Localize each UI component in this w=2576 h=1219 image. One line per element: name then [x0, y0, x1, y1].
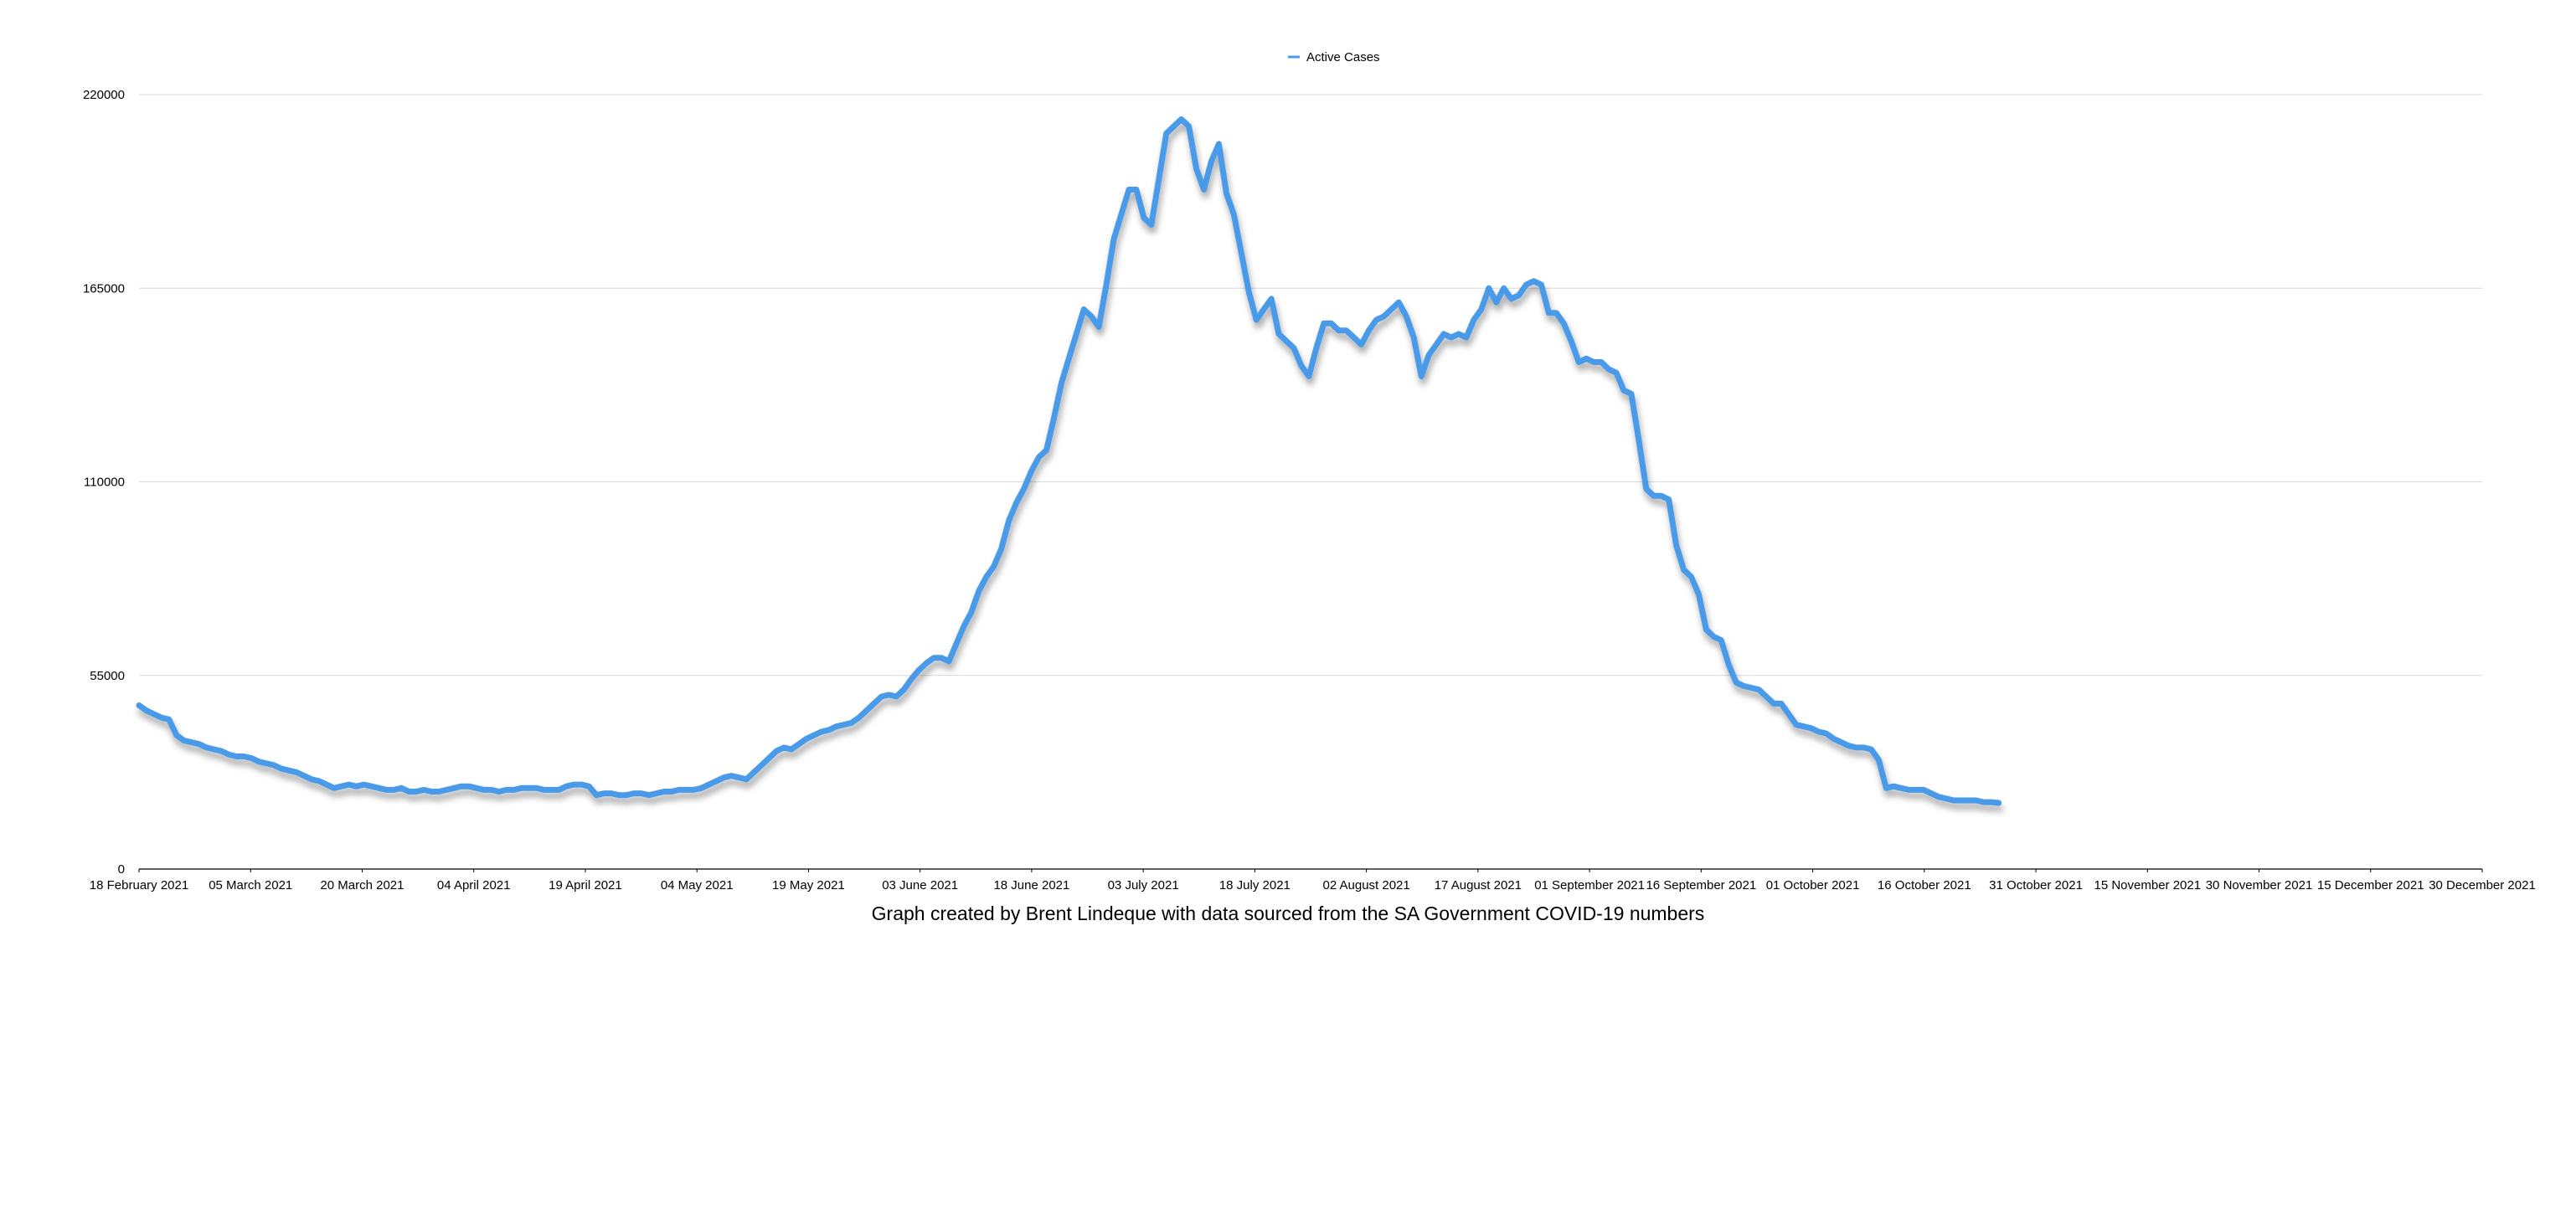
y-tick-label: 55000	[90, 669, 125, 683]
y-tick-label: 110000	[84, 476, 125, 490]
x-tick-label: 03 July 2021	[1108, 878, 1179, 892]
y-tick-label: 165000	[83, 281, 125, 296]
x-tick-label: 15 December 2021	[2317, 878, 2424, 892]
x-tick-label: 18 February 2021	[90, 878, 188, 892]
x-tick-label: 16 September 2021	[1646, 878, 1756, 892]
x-tick-label: 30 December 2021	[2429, 878, 2536, 892]
x-tick-label: 02 August 2021	[1322, 878, 1409, 892]
x-tick-label: 19 May 2021	[772, 878, 845, 892]
x-axis-tick-labels: 18 February 2021 05 March 2021 20 March 20…	[90, 869, 2536, 892]
series-line-active-cases	[136, 116, 2002, 806]
x-tick-label: 04 May 2021	[661, 878, 734, 892]
x-tick-label: 04 April 2021	[437, 878, 511, 892]
chart-legend: Active Cases	[1288, 50, 1380, 64]
x-tick-label: 30 November 2021	[2206, 878, 2313, 892]
x-tick-label: 20 March 2021	[320, 878, 404, 892]
x-tick-label: 03 June 2021	[882, 878, 958, 892]
chart-caption: Graph created by Brent Lindeque with dat…	[871, 903, 1705, 924]
x-tick-label: 17 August 2021	[1435, 878, 1522, 892]
x-tick-label: 01 October 2021	[1766, 878, 1860, 892]
x-tick-label: 19 April 2021	[549, 878, 622, 892]
x-tick-label: 01 September 2021	[1534, 878, 1645, 892]
y-axis-tick-labels: 0 55000 110000 165000 220000	[83, 88, 125, 877]
x-tick-label: 18 June 2021	[993, 878, 1069, 892]
y-gridlines	[139, 94, 2482, 676]
legend-label-active-cases: Active Cases	[1306, 50, 1380, 64]
x-tick-label: 31 October 2021	[1989, 878, 2083, 892]
x-tick-label: 15 November 2021	[2094, 878, 2201, 892]
y-tick-label: 0	[118, 862, 125, 877]
x-tick-label: 05 March 2021	[209, 878, 292, 892]
y-tick-label: 220000	[83, 88, 125, 102]
x-tick-label: 18 July 2021	[1219, 878, 1291, 892]
x-tick-label: 16 October 2021	[1878, 878, 1971, 892]
